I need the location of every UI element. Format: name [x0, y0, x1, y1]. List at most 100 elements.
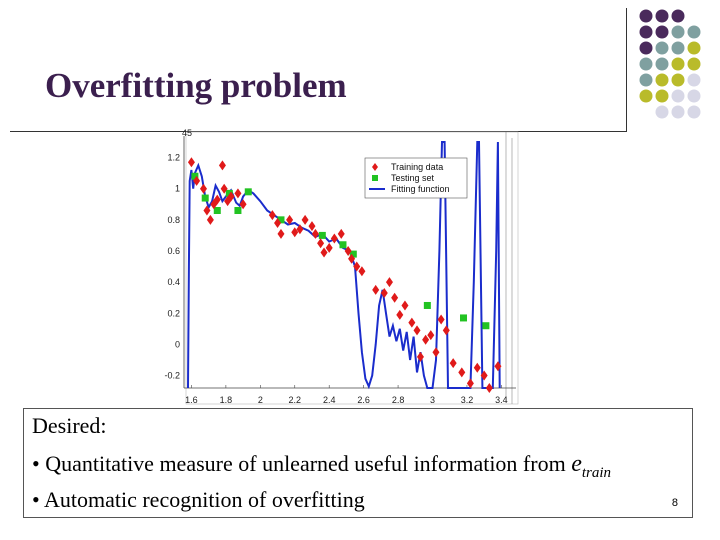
training-point	[473, 362, 481, 373]
training-point	[442, 325, 450, 336]
training-point	[277, 228, 285, 239]
decorative-dot	[671, 25, 685, 39]
testing-point	[482, 322, 490, 330]
train-subscript: train	[581, 464, 612, 481]
training-point	[296, 224, 304, 235]
training-point	[325, 242, 333, 253]
training-point	[408, 317, 416, 328]
decorative-dot	[639, 73, 653, 87]
training-point	[458, 367, 466, 378]
overfitting-chart: 45 1.2 1 0.8 0.6 0.4 0.2 0 -0.2 1.6 1.8 2 2.2 2.4 2.6 2…	[164, 128, 519, 405]
x-tick-label: 3.4	[495, 395, 508, 405]
decorative-dot	[671, 89, 685, 103]
y-tick-label: 0.2	[167, 308, 180, 318]
testing-point	[225, 189, 233, 197]
training-point	[437, 314, 445, 325]
decorative-dot	[671, 73, 685, 87]
y-tick-label: 0.6	[167, 246, 180, 256]
training-point	[401, 300, 409, 311]
legend-entry-label: Testing set	[391, 173, 435, 183]
training-point	[187, 157, 195, 168]
testing-point	[201, 194, 209, 202]
training-point	[320, 247, 328, 258]
decorative-dot	[687, 25, 701, 39]
x-tick-label: 2	[258, 395, 263, 405]
y-tick-label: -0.2	[164, 371, 180, 381]
training-point	[385, 277, 393, 288]
training-point	[234, 188, 242, 199]
training-point	[291, 227, 299, 238]
x-tick-label: 2.2	[289, 395, 302, 405]
x-tick-label: 2.8	[392, 395, 405, 405]
testing-point	[423, 301, 431, 309]
decorative-dot	[687, 73, 701, 87]
training-point	[416, 351, 424, 362]
decorative-dot	[687, 89, 701, 103]
bullet-automatic-recognition: • Automatic recognition of overfitting	[32, 487, 365, 512]
e-symbol: e	[571, 451, 582, 477]
slide-title: Overfitting problem	[45, 66, 347, 105]
bullet-quantitative-text: • Quantitative measure of unlearned usef…	[32, 451, 572, 476]
bullet-quantitative-measure: • Quantitative measure of unlearned usef…	[32, 451, 611, 482]
decorative-dot	[655, 105, 669, 119]
legend-training-marker	[372, 163, 378, 171]
training-point	[337, 228, 345, 239]
title-vertical-divider	[626, 8, 627, 132]
training-point	[239, 199, 247, 210]
training-point	[422, 334, 430, 345]
training-point	[449, 358, 457, 369]
y-tick-label: 0.4	[167, 277, 180, 287]
decorative-dot	[639, 25, 653, 39]
decorative-dot	[687, 105, 701, 119]
fitting-function-line	[187, 141, 501, 390]
training-point	[311, 228, 319, 239]
training-point	[330, 233, 338, 244]
testing-point	[460, 314, 468, 322]
x-tick-label: 2.6	[357, 395, 370, 405]
training-point	[199, 183, 207, 194]
testing-point	[244, 188, 252, 196]
decorative-dot	[671, 9, 685, 23]
plot-background	[185, 131, 519, 405]
training-point	[432, 347, 440, 358]
training-point	[494, 361, 502, 372]
training-point	[391, 292, 399, 303]
y-tick-label: 0.8	[167, 215, 180, 225]
decorative-dot	[639, 57, 653, 71]
training-point	[193, 175, 201, 186]
decorative-dot	[655, 25, 669, 39]
training-point	[466, 378, 474, 389]
decorative-dot	[655, 89, 669, 103]
x-tick-label: 3.2	[461, 395, 474, 405]
desired-label: Desired:	[32, 413, 107, 438]
training-point	[396, 309, 404, 320]
desired-box: Desired: • Quantitative measure of unlea…	[23, 408, 693, 518]
training-point	[203, 205, 211, 216]
testing-point	[339, 241, 347, 249]
decorative-dot-grid	[639, 9, 701, 119]
y-tick-label: 0	[175, 339, 180, 349]
testing-point	[234, 207, 242, 215]
testing-point	[213, 207, 221, 215]
testing-point	[349, 250, 357, 258]
training-point	[220, 183, 228, 194]
testing-point	[191, 172, 199, 180]
decorative-dot	[639, 41, 653, 55]
decorative-dot	[655, 41, 669, 55]
decorative-dot	[639, 9, 653, 23]
y-tick-label: 1.2	[167, 153, 180, 163]
testing-point	[318, 231, 326, 239]
training-point	[358, 266, 366, 277]
training-point	[485, 383, 493, 393]
training-point	[274, 217, 282, 228]
decorative-dot	[687, 41, 701, 55]
decorative-dot	[671, 105, 685, 119]
y-tick-label: 1	[175, 184, 180, 194]
training-point	[206, 214, 214, 225]
training-point	[353, 261, 361, 272]
testing-point	[277, 216, 285, 224]
training-point	[213, 194, 221, 205]
e-train-symbol: etrain	[571, 451, 611, 481]
x-tick-label: 2.4	[323, 395, 336, 405]
top-axis-label: 45	[182, 128, 192, 138]
